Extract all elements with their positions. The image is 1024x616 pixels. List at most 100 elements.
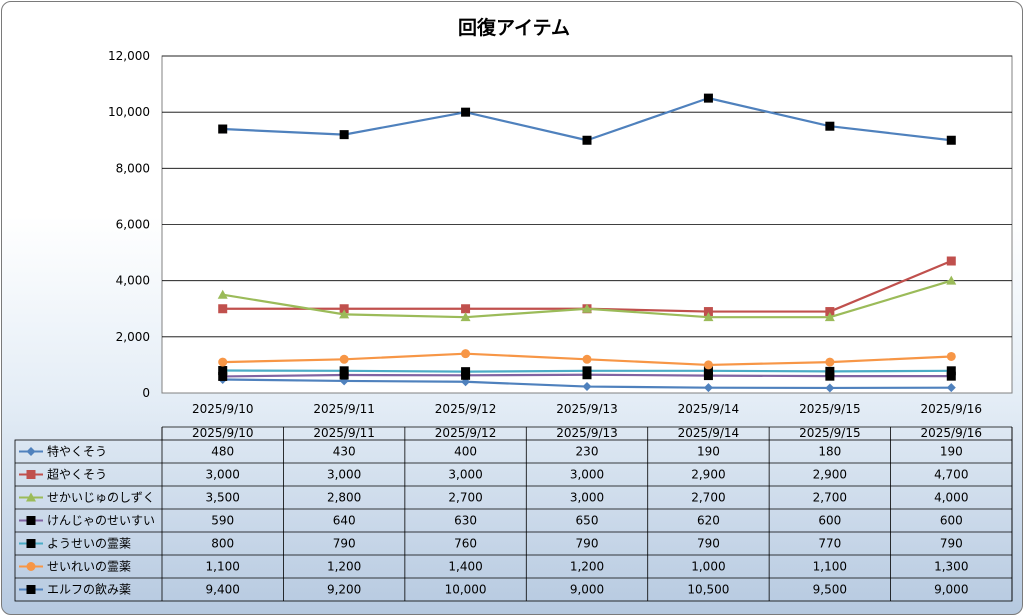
- x-tick-label: 2025/9/15: [799, 402, 861, 416]
- data-point: [461, 367, 471, 377]
- table-value-cell: 2,900: [813, 468, 847, 482]
- data-point: [339, 304, 349, 314]
- table-header-cell: 2025/9/11: [313, 426, 375, 440]
- table-value-cell: 3,500: [206, 491, 240, 505]
- y-tick-label: 2,000: [116, 330, 150, 344]
- data-point: [946, 275, 957, 285]
- y-tick-label: 10,000: [108, 105, 150, 119]
- data-point: [582, 354, 592, 364]
- data-point: [218, 304, 228, 314]
- table-value-cell: 790: [940, 537, 963, 551]
- data-point: [946, 366, 956, 376]
- table-value-cell: 180: [818, 445, 841, 459]
- table-value-cell: 480: [211, 445, 234, 459]
- table-value-cell: 9,000: [570, 583, 604, 597]
- legend-key-marker: [26, 470, 36, 479]
- table-value-cell: 9,200: [327, 583, 361, 597]
- data-point: [339, 354, 349, 364]
- table-value-cell: 1,000: [691, 560, 725, 574]
- data-point: [339, 366, 349, 376]
- table-value-cell: 3,000: [206, 468, 240, 482]
- table-value-cell: 650: [576, 514, 599, 528]
- table-header-cell: 2025/9/15: [799, 426, 861, 440]
- data-point: [703, 360, 713, 370]
- table-value-cell: 10,000: [445, 583, 487, 597]
- table-value-cell: 190: [940, 445, 963, 459]
- series-label: 特やくそう: [47, 444, 107, 459]
- table-value-cell: 230: [576, 445, 599, 459]
- y-tick-label: 8,000: [116, 161, 150, 175]
- series-label: ようせいの霊薬: [47, 537, 131, 551]
- y-tick-label: 6,000: [116, 218, 150, 232]
- series-label: せかいじゅのしずく: [47, 491, 155, 505]
- table-border: [14, 439, 1013, 602]
- table-value-cell: 790: [576, 537, 599, 551]
- x-tick-label: 2025/9/12: [435, 402, 497, 416]
- table-value-cell: 800: [211, 537, 234, 551]
- table-value-cell: 9,000: [934, 583, 968, 597]
- x-tick-label: 2025/9/10: [192, 402, 254, 416]
- data-point: [582, 366, 592, 376]
- data-point: [825, 371, 835, 381]
- legend-key-marker: [26, 447, 36, 456]
- series-label: 超やくそう: [47, 467, 107, 482]
- table-value-cell: 590: [211, 514, 234, 528]
- data-point: [218, 366, 228, 376]
- table-value-cell: 2,700: [813, 491, 847, 505]
- table-value-cell: 600: [940, 514, 963, 528]
- data-point: [946, 351, 956, 361]
- table-value-cell: 2,700: [691, 491, 725, 505]
- legend-key-marker: [26, 539, 36, 548]
- data-point: [339, 309, 350, 319]
- y-tick-label: 0: [142, 386, 150, 400]
- data-point: [460, 312, 471, 322]
- table-value-cell: 630: [454, 514, 477, 528]
- table-value-cell: 1,200: [327, 560, 361, 574]
- table-value-cell: 400: [454, 445, 477, 459]
- table-value-cell: 4,000: [934, 491, 968, 505]
- data-point: [946, 371, 956, 381]
- table-value-cell: 790: [333, 537, 356, 551]
- data-point: [218, 124, 228, 134]
- data-point: [825, 366, 835, 376]
- table-value-cell: 4,700: [934, 468, 968, 482]
- data-point: [703, 366, 713, 376]
- data-point: [703, 93, 713, 103]
- table-header-cell: 2025/9/10: [192, 426, 254, 440]
- data-point: [339, 130, 349, 140]
- data-table: 2025/9/10 2025/9/11 2025/9/12 2025/9/13 2025…: [14, 426, 1013, 602]
- x-tick-label: 2025/9/11: [313, 402, 375, 416]
- table-value-cell: 1,300: [934, 560, 968, 574]
- table-value-cell: 9,400: [206, 583, 240, 597]
- data-point: [946, 135, 956, 145]
- data-point: [461, 349, 471, 359]
- data-point: [703, 307, 713, 317]
- data-point: [824, 312, 835, 322]
- table-value-cell: 190: [697, 445, 720, 459]
- table-value-cell: 1,100: [206, 560, 240, 574]
- chart-title: 回復アイテム: [458, 16, 570, 39]
- data-point: [461, 107, 471, 117]
- table-value-cell: 1,400: [448, 560, 482, 574]
- table-value-cell: 430: [333, 445, 356, 459]
- data-point: [703, 312, 714, 322]
- table-value-cell: 9,500: [813, 583, 847, 597]
- legend-key-marker: [26, 562, 36, 571]
- y-tick-label: 4,000: [116, 274, 150, 288]
- table-value-cell: 3,000: [448, 468, 482, 482]
- table-value-cell: 10,500: [687, 583, 729, 597]
- x-tick-label: 2025/9/13: [556, 402, 618, 416]
- y-tick-label: 12,000: [108, 49, 150, 63]
- table-value-cell: 2,900: [691, 468, 725, 482]
- data-point: [825, 121, 835, 131]
- data-point: [582, 303, 592, 313]
- data-point: [825, 307, 835, 317]
- table-value-cell: 620: [697, 514, 720, 528]
- data-point: [582, 135, 592, 145]
- data-point: [825, 357, 835, 367]
- data-point: [582, 382, 592, 392]
- table-header-cell: 2025/9/14: [678, 426, 740, 440]
- data-point: [217, 289, 228, 299]
- x-tick-label: 2025/9/16: [921, 402, 983, 416]
